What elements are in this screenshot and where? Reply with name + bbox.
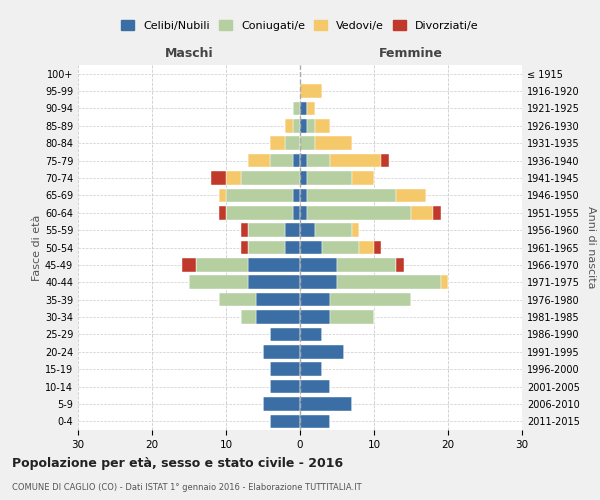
Bar (382, 154, 389, 168)
Bar (241, 240, 248, 254)
Bar (300, 293, 329, 306)
Bar (307, 206, 411, 220)
Bar (248, 258, 300, 272)
Bar (285, 240, 300, 254)
Bar (352, 224, 359, 237)
Text: Popolazione per età, sesso e stato civile - 2016: Popolazione per età, sesso e stato civil… (12, 458, 343, 470)
Bar (241, 310, 256, 324)
Legend: Celibi/Nubili, Coniugati/e, Vedovi/e, Divorziati/e: Celibi/Nubili, Coniugati/e, Vedovi/e, Di… (117, 16, 483, 36)
Bar (300, 258, 337, 272)
Bar (226, 206, 293, 220)
Bar (300, 414, 329, 428)
Bar (226, 171, 241, 185)
Bar (300, 328, 322, 341)
Bar (293, 154, 300, 168)
Bar (307, 102, 315, 115)
Bar (248, 240, 285, 254)
Bar (300, 276, 337, 289)
Bar (300, 224, 315, 237)
Bar (248, 276, 300, 289)
Bar (329, 310, 374, 324)
Bar (307, 119, 315, 132)
Text: Maschi: Maschi (164, 47, 214, 60)
Bar (256, 310, 300, 324)
Bar (337, 276, 440, 289)
Bar (352, 171, 374, 185)
Bar (189, 276, 248, 289)
Bar (300, 136, 315, 150)
Bar (396, 258, 404, 272)
Bar (271, 380, 300, 394)
Bar (196, 258, 248, 272)
Bar (300, 380, 329, 394)
Bar (322, 240, 359, 254)
Bar (248, 154, 271, 168)
Y-axis label: Fasce di età: Fasce di età (32, 214, 42, 280)
Bar (241, 224, 248, 237)
Y-axis label: Anni di nascita: Anni di nascita (586, 206, 596, 289)
Bar (285, 119, 293, 132)
Bar (293, 102, 300, 115)
Bar (271, 328, 300, 341)
Bar (271, 154, 293, 168)
Bar (307, 188, 396, 202)
Bar (411, 206, 433, 220)
Bar (315, 136, 352, 150)
Bar (293, 206, 300, 220)
Bar (218, 206, 226, 220)
Bar (300, 206, 307, 220)
Bar (307, 154, 329, 168)
Bar (263, 345, 300, 358)
Bar (241, 171, 300, 185)
Bar (433, 206, 440, 220)
Bar (285, 224, 300, 237)
Bar (374, 240, 382, 254)
Bar (300, 84, 322, 98)
Bar (218, 293, 256, 306)
Bar (300, 171, 307, 185)
Bar (300, 362, 322, 376)
Bar (440, 276, 448, 289)
Bar (300, 119, 307, 132)
Bar (211, 171, 226, 185)
Bar (256, 293, 300, 306)
Text: COMUNE DI CAGLIO (CO) - Dati ISTAT 1° gennaio 2016 - Elaborazione TUTTITALIA.IT: COMUNE DI CAGLIO (CO) - Dati ISTAT 1° ge… (12, 484, 362, 492)
Bar (337, 258, 396, 272)
Bar (396, 188, 426, 202)
Bar (182, 258, 196, 272)
Bar (293, 188, 300, 202)
Bar (271, 136, 285, 150)
Bar (300, 397, 352, 410)
Bar (359, 240, 374, 254)
Bar (329, 154, 382, 168)
Text: Femmine: Femmine (379, 47, 443, 60)
Bar (315, 224, 352, 237)
Bar (285, 136, 300, 150)
Bar (300, 345, 344, 358)
Bar (300, 240, 322, 254)
Bar (218, 188, 226, 202)
Bar (307, 171, 352, 185)
Bar (248, 224, 285, 237)
Bar (300, 154, 307, 168)
Bar (293, 119, 300, 132)
Bar (271, 362, 300, 376)
Bar (300, 310, 329, 324)
Bar (263, 397, 300, 410)
Bar (226, 188, 293, 202)
Bar (315, 119, 329, 132)
Bar (300, 188, 307, 202)
Bar (300, 102, 307, 115)
Bar (271, 414, 300, 428)
Bar (329, 293, 411, 306)
